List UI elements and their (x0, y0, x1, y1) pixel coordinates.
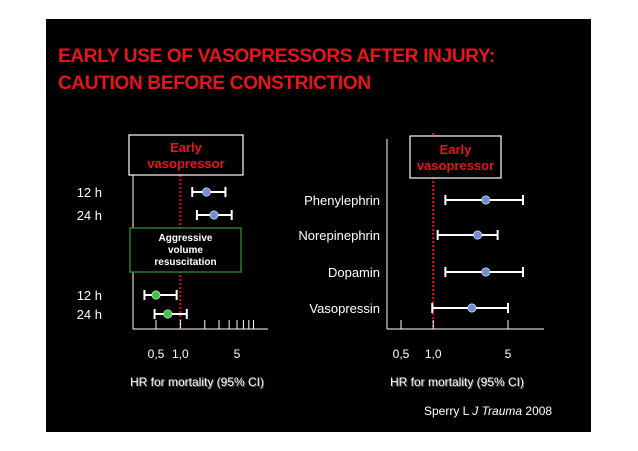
right-box-0-text-0: Early (440, 142, 473, 157)
left-box-1-text-1: volume (168, 245, 203, 256)
citation-journal: J Trauma (472, 404, 523, 418)
right-box-0 (409, 135, 502, 179)
title-line-2: CAUTION BEFORE CONSTRICTION (58, 73, 371, 94)
left-s1-p1-point (163, 309, 173, 319)
right-s0-p3-point (467, 303, 477, 313)
citation-author: Sperry L (424, 404, 469, 418)
left-box-0 (128, 134, 244, 176)
left-s1-p0-point (151, 290, 161, 300)
right-box-0-text-1: vasopressor (417, 158, 494, 173)
left-s0-p0-label: 12 h (77, 185, 102, 200)
left-box-1 (129, 227, 242, 273)
right-tick-label-0: 0,5 (393, 347, 410, 361)
right-tick-label-2: 5 (505, 347, 512, 361)
left-box-1-text-2: resuscitation (154, 257, 216, 268)
title-line-1: EARLY USE OF VASOPRESSORS AFTER INJURY: (58, 46, 495, 67)
right-s0-p1-label: Norepinephrin (298, 228, 380, 243)
left-s1-p1-label: 24 h (77, 307, 102, 322)
left-box-0-text-1: vasopressor (147, 156, 224, 171)
forest-plots: 0,5 1,0 5 HR for mortality (95% CI) HR for m… (77, 133, 544, 390)
left-s0-p0-point (201, 187, 211, 197)
left-tick-label-1: 1,0 (172, 347, 189, 361)
left-box-0-text-0: Early (170, 140, 203, 155)
right-tick-label-1: 1,0 (425, 347, 442, 361)
left-x-label-shadow: HR for mortality (95% CI) (131, 376, 265, 390)
left-s0-p1-label: 24 h (77, 208, 102, 223)
right-s0-p1-point (473, 230, 483, 240)
right-x-label: HR for mortality (95% CI) (390, 375, 524, 389)
left-tick-label-0: 0,5 (148, 347, 165, 361)
citation: Sperry L J Trauma 2008 (424, 404, 552, 418)
left-tick-label-2: 5 (234, 347, 241, 361)
right-s0-p0-label: Phenylephrin (304, 193, 380, 208)
right-x-label-shadow: HR for mortality (95% CI) (391, 376, 525, 390)
left-x-label: HR for mortality (95% CI) (130, 375, 264, 389)
right-s0-p2-point (481, 267, 491, 277)
left-box-1-text-0: Aggressive (159, 233, 213, 244)
left-s0-p1-point (209, 210, 219, 220)
slide: EARLY USE OF VASOPRESSORS AFTER INJURY: … (46, 19, 591, 432)
right-s0-p3-label: Vasopressin (309, 301, 380, 316)
slide-title: EARLY USE OF VASOPRESSORS AFTER INJURY: … (58, 43, 578, 97)
right-s0-p0-point (481, 195, 491, 205)
left-s1-p0-label: 12 h (77, 288, 102, 303)
citation-year: 2008 (525, 404, 553, 418)
right-s0-p2-label: Dopamin (328, 265, 380, 280)
